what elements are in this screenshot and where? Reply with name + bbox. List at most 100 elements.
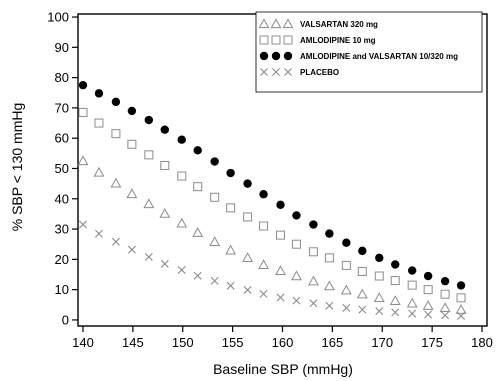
legend-marker [272,68,280,76]
data-point [357,266,367,276]
data-point [144,115,154,125]
data-point [226,203,236,213]
data-point [456,293,466,303]
legend-marker [270,18,282,29]
data-point [292,296,301,305]
data-point [389,295,401,306]
data-point [374,271,384,281]
data-point [455,304,467,314]
data-point [93,166,105,177]
data-point [340,284,352,295]
data-point [408,309,417,318]
legend-marker [271,51,281,61]
data-point [193,146,202,155]
data-point [243,285,252,294]
data-point [275,265,286,276]
y-tick-label: 100 [47,10,69,25]
x-tick-label: 180 [471,335,493,350]
data-point [111,129,121,139]
data-point [325,229,334,238]
data-point [259,289,268,298]
legend-entry-2: AMLODIPINE and VALSARTAN 10/320 mg [259,51,458,61]
data-point [226,281,235,290]
data-point [456,281,466,290]
data-point [127,106,137,116]
data-point [441,311,450,320]
legend-marker [259,35,269,45]
data-point [440,289,450,299]
y-tick-label: 60 [55,131,69,146]
data-point [291,239,301,249]
data-point [159,207,171,218]
data-point [210,192,220,202]
data-point [276,230,286,240]
data-point [110,177,122,188]
data-point [160,125,169,134]
data-point [309,220,318,229]
data-point [390,276,400,286]
x-tick-label: 145 [122,335,144,350]
data-point [126,188,138,199]
legend-marker [259,51,269,61]
y-tick-label: 20 [55,252,69,267]
data-point [356,288,368,299]
data-point [342,303,351,312]
y-tick-label: 10 [55,282,69,297]
data-point [111,97,121,107]
data-point [127,139,137,149]
x-tick-label: 140 [72,335,94,350]
data-point [375,253,384,263]
data-point [243,212,253,222]
data-point [177,135,186,144]
data-point [94,89,104,98]
data-point [226,168,235,178]
y-tick-label: 70 [55,100,69,115]
x-axis-title: Baseline SBP (mmHg) [213,361,353,377]
data-point [291,270,302,281]
data-point [308,247,318,257]
data-point [111,237,120,246]
legend-label: AMLODIPINE 10 mg [300,36,376,45]
legend-marker [260,68,268,76]
y-tick-label: 50 [55,161,69,176]
data-point [358,305,367,314]
legend: VALSARTAN 320 mg AMLODIPINE 10 mg AMLODIPI… [255,11,483,93]
data-point [176,217,188,228]
data-point [358,246,367,256]
data-point [440,276,450,286]
data-point [144,150,154,160]
legend-marker [258,18,270,29]
data-point [78,107,88,117]
series-2 [78,80,466,290]
data-point [342,238,351,247]
data-point [341,260,351,270]
axis-ticks: 0 10 20 30 40 50 60 70 80 90 100 140 145 150 155 160 165… [47,10,493,350]
legend-marker [283,35,293,45]
data-point [423,271,433,281]
x-tick-label: 150 [172,335,194,350]
data-marks [77,80,467,320]
legend-entry-3: PLACEBO [260,68,339,77]
legend-entry-0: VALSARTAN 320 mg [258,18,378,29]
data-point [276,200,285,210]
y-tick-label: 80 [55,70,69,85]
data-point [457,312,466,320]
data-point [391,260,400,269]
data-point [210,276,219,285]
data-point [439,302,451,313]
x-tick-label: 165 [322,335,344,350]
data-point [143,198,155,209]
data-point [209,236,221,246]
y-tick-label: 90 [55,40,69,55]
series-3 [78,220,466,320]
data-point [309,299,318,308]
data-point [160,259,169,268]
y-tick-label: 40 [55,191,69,206]
y-tick-label: 30 [55,222,69,237]
legend-box [255,11,483,93]
data-point [225,244,237,255]
data-point [192,227,204,237]
data-point [258,259,269,269]
data-point [323,280,335,291]
legend-marker [284,68,292,76]
